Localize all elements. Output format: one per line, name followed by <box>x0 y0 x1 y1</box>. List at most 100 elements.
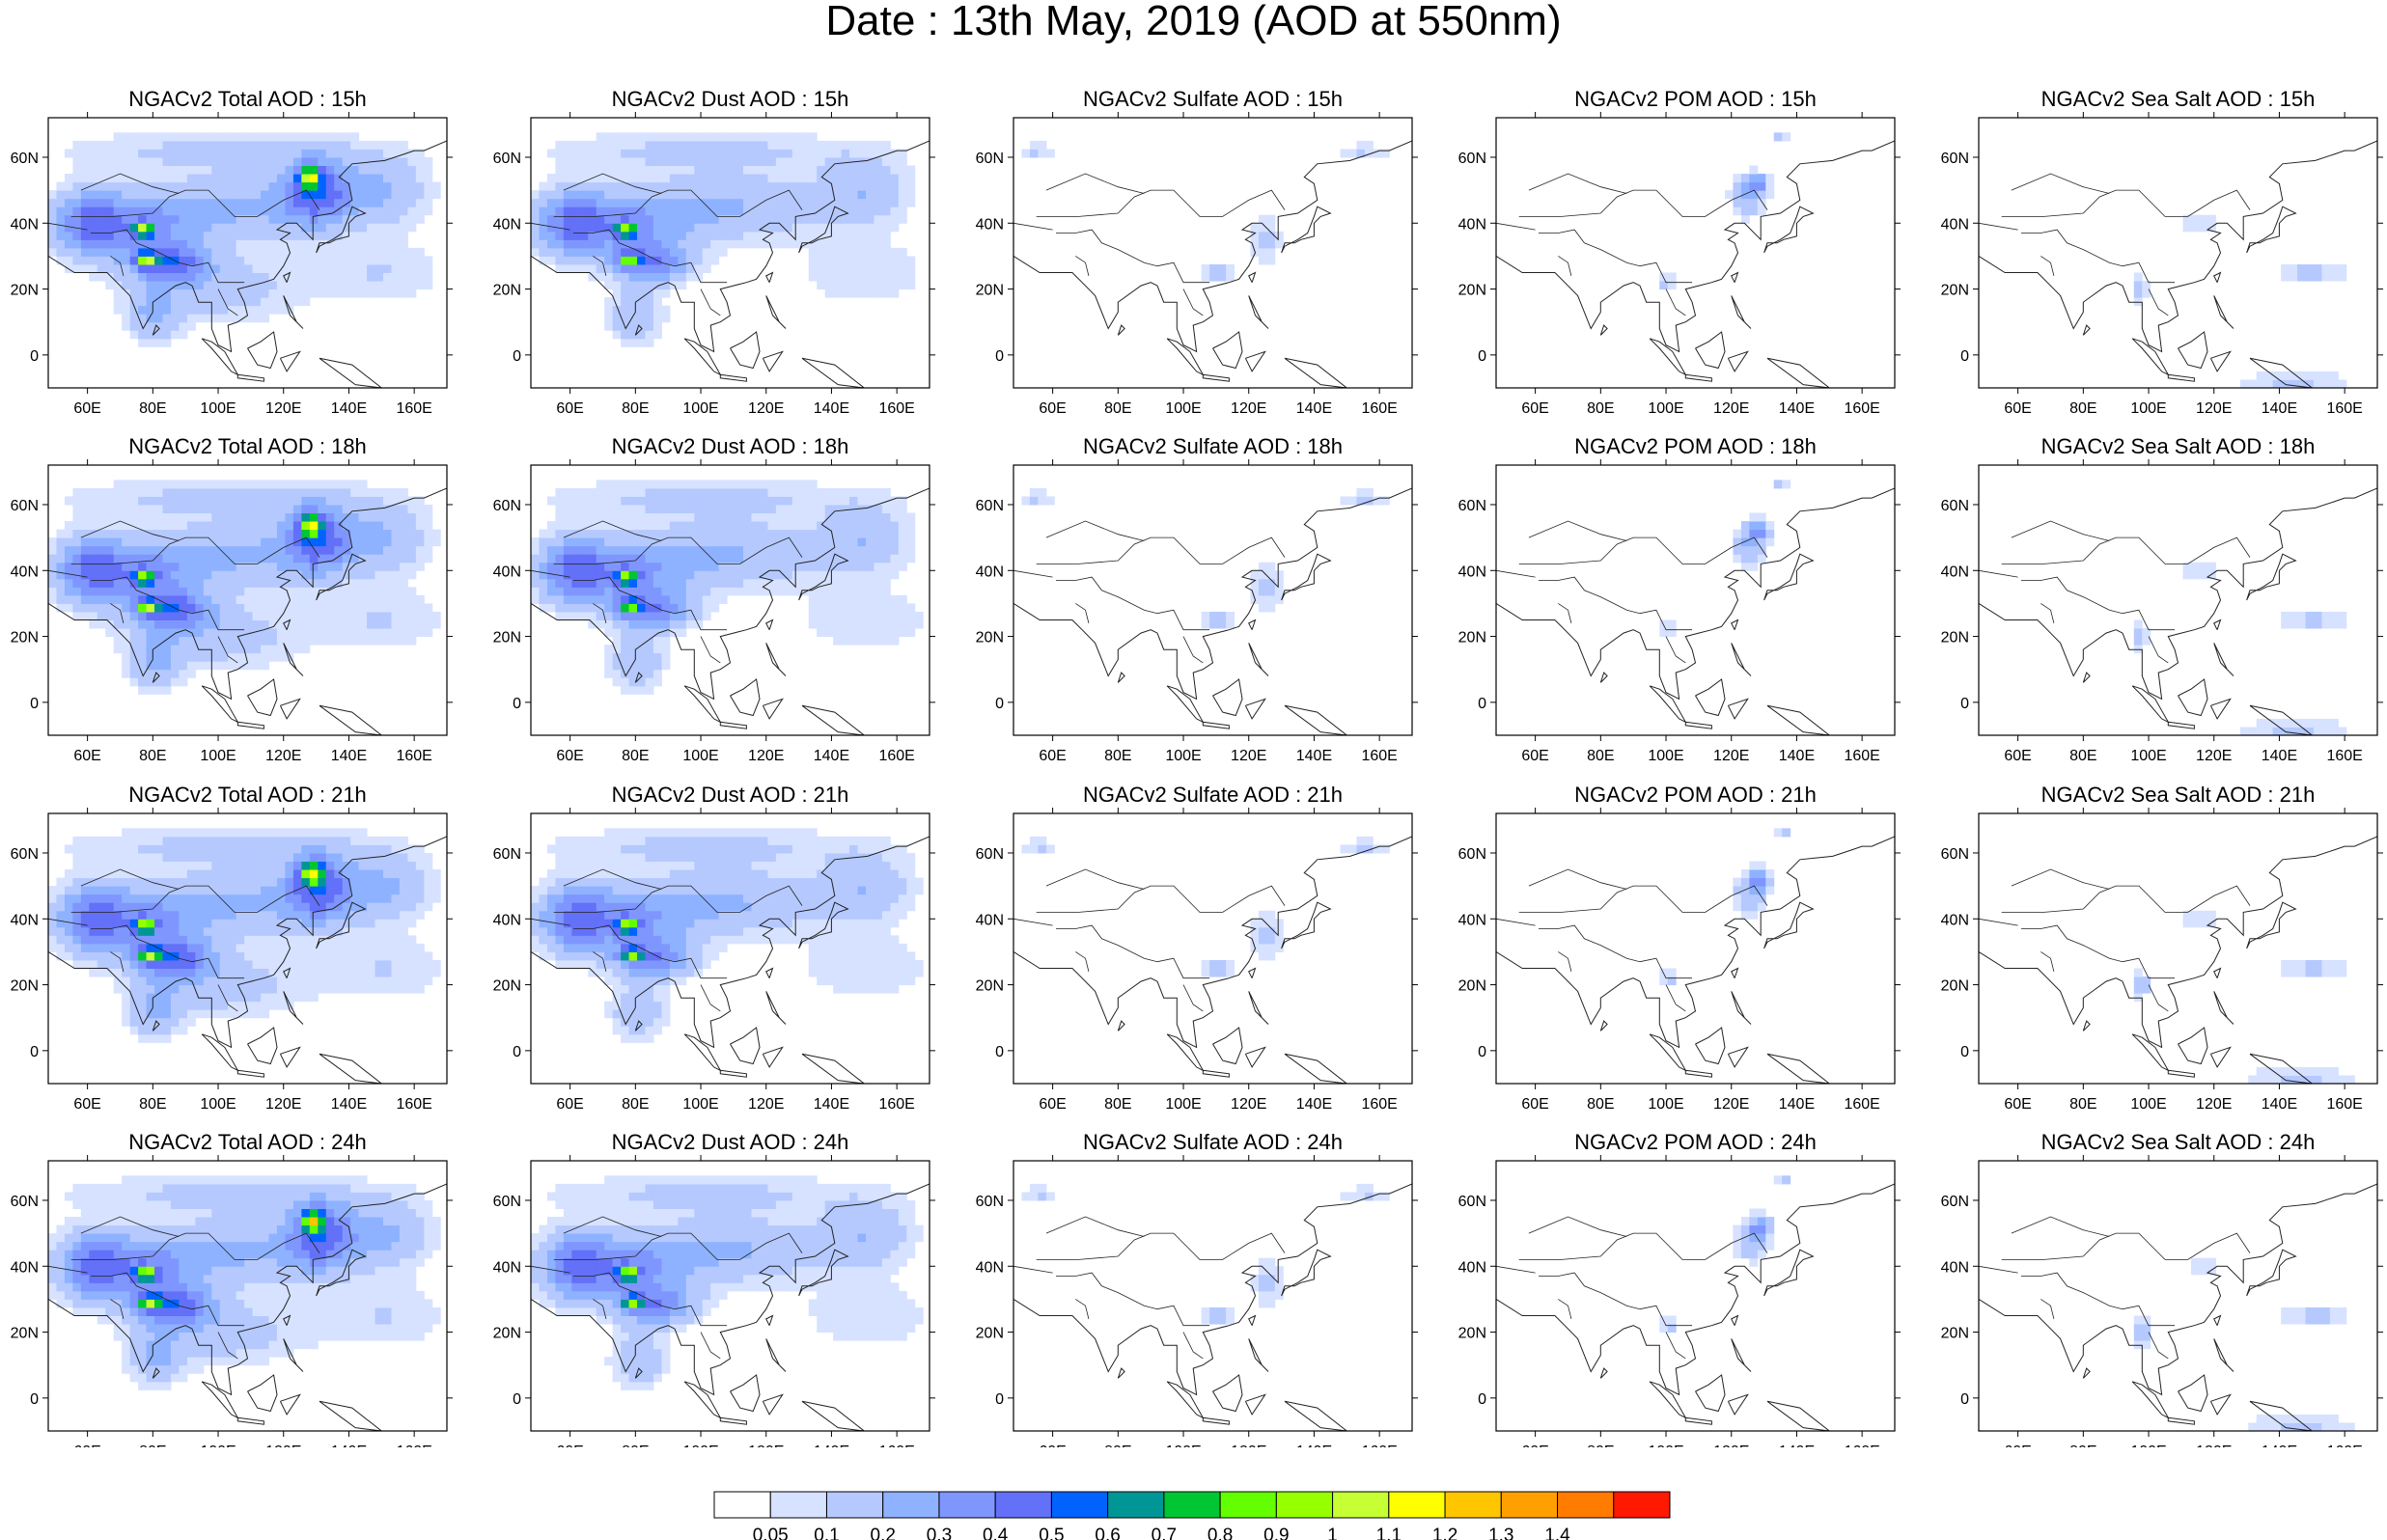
aod-cell <box>718 140 728 150</box>
aod-cell <box>122 1001 131 1010</box>
aod-cell <box>800 521 810 531</box>
aod-cell <box>64 562 73 571</box>
aod-cell <box>808 140 818 150</box>
aod-cell <box>252 198 262 207</box>
aod-cell <box>236 156 245 167</box>
aod-cell <box>252 247 262 257</box>
aod-cell <box>285 619 294 629</box>
aod-cell <box>219 919 229 928</box>
aod-cell <box>391 968 401 977</box>
aod-cell <box>817 587 826 596</box>
aod-cell <box>817 263 826 273</box>
aod-cell <box>228 487 237 497</box>
aod-cell <box>268 521 278 531</box>
aod-cell <box>261 190 270 200</box>
aod-cell <box>767 223 777 233</box>
aod-cell <box>138 976 148 986</box>
aod-cell <box>48 198 57 207</box>
aod-cell <box>604 512 614 522</box>
aod-cell <box>154 231 163 240</box>
aod-cell <box>195 537 205 547</box>
aod-cell <box>309 537 319 547</box>
aod-cell <box>162 943 172 952</box>
aod-cell <box>1773 480 1783 489</box>
aod-cell <box>645 263 654 273</box>
aod-cell <box>2329 611 2339 620</box>
aod-cell <box>727 239 736 249</box>
aod-cell <box>685 190 695 200</box>
aod-cell <box>702 545 711 555</box>
aod-cell <box>841 545 850 555</box>
aod-cell <box>881 587 891 596</box>
aod-cell <box>727 578 736 588</box>
aod-cell <box>276 861 286 870</box>
aod-cell <box>621 190 630 200</box>
aod-cell <box>800 156 810 167</box>
aod-cell <box>276 976 286 986</box>
aod-cell <box>129 256 139 265</box>
aod-cell <box>122 652 131 662</box>
aod-cell <box>718 587 728 596</box>
aod-cell <box>531 570 540 580</box>
aod-cell <box>219 223 229 233</box>
aod-cell <box>195 984 205 994</box>
aod-cell <box>162 231 172 240</box>
aod-cell <box>596 165 605 175</box>
aod-cell <box>621 545 630 555</box>
aod-cell <box>162 330 172 340</box>
aod-cell <box>579 529 589 538</box>
aod-cell <box>195 587 205 596</box>
aod-cell <box>244 554 254 564</box>
aod-cell <box>146 281 155 290</box>
aod-cell <box>276 943 286 952</box>
aod-cell <box>579 587 589 596</box>
aod-cell <box>628 661 638 671</box>
x-tick-label: 60E <box>1039 748 1066 764</box>
aod-cell <box>637 521 646 531</box>
aod-cell <box>162 537 172 547</box>
aod-cell <box>727 496 736 506</box>
aod-cell <box>228 149 237 158</box>
aod-cell <box>735 214 744 224</box>
aod-cell <box>292 297 302 307</box>
aod-cell <box>1782 480 1791 489</box>
aod-cell <box>72 181 82 191</box>
aod-cell <box>1226 263 1235 273</box>
aod-cell <box>97 181 106 191</box>
aod-cell <box>652 231 662 240</box>
aod-cell <box>2142 636 2151 646</box>
aod-cell <box>342 570 351 580</box>
aod-cell <box>628 504 638 514</box>
aod-cell <box>767 214 777 224</box>
aod-cell <box>64 545 73 555</box>
aod-cell <box>637 206 646 216</box>
aod-cell <box>342 959 351 969</box>
aod-cell <box>571 554 581 564</box>
aod-cell <box>129 894 139 903</box>
aod-cell <box>817 529 826 538</box>
aod-cell <box>596 496 605 506</box>
aod-cell <box>146 993 155 1003</box>
aod-cell <box>865 272 874 282</box>
aod-cell <box>105 529 115 538</box>
aod-cell <box>849 272 859 282</box>
aod-cell <box>767 190 777 200</box>
aod-cell <box>97 206 106 216</box>
aod-cell <box>252 149 262 158</box>
aod-cell <box>122 594 131 604</box>
aod-cell <box>391 959 401 969</box>
aod-cell <box>531 231 540 240</box>
aod-cell <box>236 256 245 265</box>
aod-cell <box>56 594 66 604</box>
aod-cell <box>358 198 368 207</box>
aod-cell <box>645 636 654 646</box>
aod-cell <box>1749 529 1759 538</box>
aod-cell <box>268 174 278 183</box>
aod-cell <box>579 562 589 571</box>
aod-cell <box>399 149 408 158</box>
aod-cell <box>718 480 728 489</box>
aod-cell <box>179 504 188 514</box>
aod-cell <box>138 487 148 497</box>
aod-cell <box>645 190 654 200</box>
